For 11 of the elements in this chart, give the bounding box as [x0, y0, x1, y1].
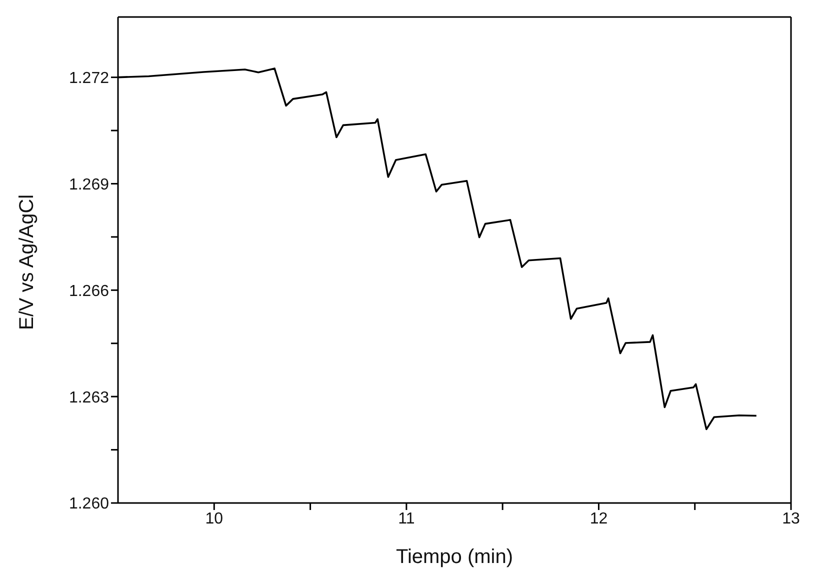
y-tick-label: 1.260 [68, 496, 110, 513]
y-tick-label: 1.272 [68, 70, 110, 87]
x-tick-label: 10 [205, 510, 224, 528]
x-tick-label: 13 [782, 510, 800, 528]
y-tick-label: 1.269 [68, 176, 110, 194]
y-tick-label: 1.266 [68, 282, 110, 300]
x-axis-title: Tiempo (min) [396, 546, 514, 568]
x-tick-label: 12 [590, 510, 608, 528]
y-tick-label: 1.263 [68, 389, 110, 406]
x-tick-label: 11 [398, 510, 415, 528]
y-axis-title: E/V vs Ag/AgCl [16, 194, 38, 330]
